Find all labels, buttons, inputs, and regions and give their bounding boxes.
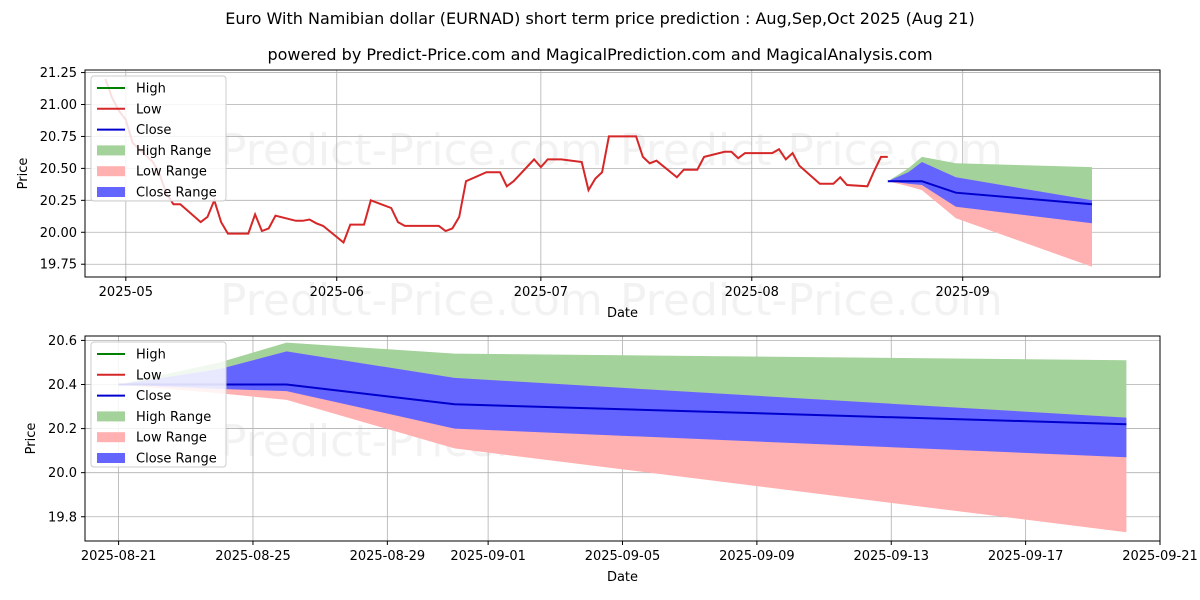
legend-close-range-label: Close Range [136,186,217,201]
close-range-band [118,351,1127,458]
x-tick-label: 2025-09-09 [719,549,795,564]
legend-high-label: High [136,82,166,97]
chart-panel-1: Predict-Price.com Predict-Price.com Predic… [16,66,1161,326]
x-tick-label: 2025-07 [514,285,568,300]
y-tick-label: 21.00 [40,98,77,113]
y-tick-label: 20.2 [48,422,77,437]
y-tick-label: 20.4 [48,378,77,393]
close-forecast-line [887,180,1093,206]
legend-close-range-label: Close Range [136,452,217,467]
chart-subtitle: powered by Predict-Price.com and Magical… [267,45,933,64]
x-tick-label: 2025-09-17 [988,549,1064,564]
y-tick-label: 20.00 [40,226,77,241]
chart-panel-2: Predict-Price.comPredict-Price.com2025-0… [24,334,1198,585]
x-tick-label: 2025-09-13 [853,549,929,564]
y-axis-label: Price [16,158,31,190]
y-tick-label: 19.75 [40,258,77,273]
y-tick-label: 19.8 [48,510,77,525]
watermark-text: Predict-Price.com [220,275,603,326]
legend-high-range-label: High Range [136,410,211,425]
legend-close-range-swatch [97,453,125,463]
x-tick-label: 2025-09 [936,285,990,300]
legend-close-label: Close [136,123,171,138]
x-tick-label: 2025-06 [310,285,364,300]
x-axis-label: Date [607,570,638,585]
y-tick-label: 20.25 [40,194,77,209]
legend-low-range-label: Low Range [136,431,207,446]
low-history-line [104,78,888,245]
x-tick-label: 2025-05 [99,285,153,300]
x-tick-label: 2025-09-05 [585,549,661,564]
x-tick-label: 2025-08 [725,285,779,300]
x-tick-label: 2025-08-21 [81,549,157,564]
y-tick-label: 20.50 [40,162,77,177]
legend-close-range-swatch [97,187,125,197]
close-range-band [887,162,1092,224]
x-axis-label: Date [607,306,638,321]
legend-high-range-label: High Range [136,144,211,159]
legend-low-label: Low [136,102,162,117]
legend-low-range-swatch [97,432,125,443]
axes-frame [84,69,1161,278]
legend-low-range-swatch [97,166,125,177]
y-tick-label: 21.25 [40,66,77,81]
x-tick-label: 2025-09-01 [450,549,526,564]
watermark-text: Predict-Price.com [620,275,1003,326]
legend-low-label: Low [136,368,162,383]
x-tick-label: 2025-08-29 [350,549,426,564]
y-axis-label: Price [24,423,39,455]
legend-low-range-label: Low Range [136,165,207,180]
y-tick-label: 20.0 [48,466,77,481]
legend: High Low Close High Range Low Range Close Ran… [90,341,227,468]
legend: High Low Close High Range Low Range Close Ran… [90,75,227,202]
y-tick-label: 20.6 [48,334,77,349]
chart-title: Euro With Namibian dollar (EURNAD) short… [225,9,975,28]
legend-high-label: High [136,348,166,363]
legend-high-range-swatch [97,411,125,422]
x-tick-label: 2025-08-25 [215,549,291,564]
y-tick-label: 20.75 [40,130,77,145]
legend-high-range-swatch [97,145,125,156]
watermark-text: Predict-Price.com [220,125,603,176]
legend-close-label: Close [136,389,171,404]
x-tick-label: 2025-09-21 [1122,549,1198,564]
